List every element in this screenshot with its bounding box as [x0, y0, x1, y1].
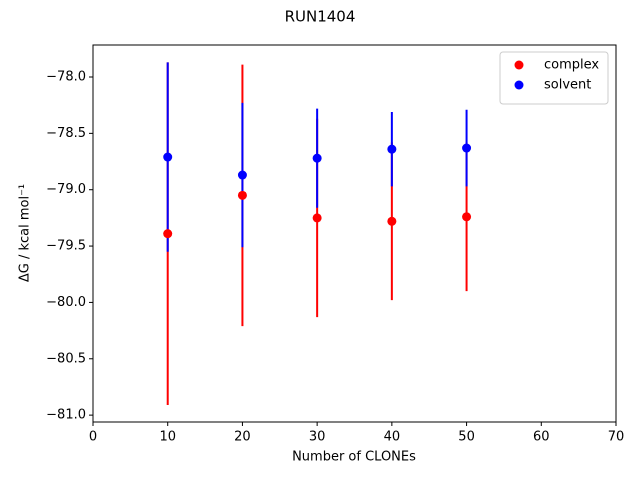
x-axis-label: Number of CLONEs — [292, 450, 416, 465]
x-tick-label: 40 — [384, 430, 401, 445]
chart-title: RUN1404 — [285, 8, 356, 26]
x-tick-label: 0 — [89, 430, 97, 445]
data-point — [237, 190, 247, 200]
x-tick-label: 50 — [458, 430, 475, 445]
y-tick-label: −79.0 — [46, 182, 86, 197]
data-point — [237, 170, 247, 180]
legend-marker — [514, 80, 524, 90]
x-tick-label: 70 — [608, 430, 625, 445]
x-tick-label: 20 — [234, 430, 251, 445]
plot-frame — [92, 44, 617, 423]
data-point — [462, 143, 472, 153]
y-axis-label: ΔG / kcal mol⁻¹ — [18, 184, 33, 282]
legend-frame — [499, 51, 609, 105]
x-tick-label: 10 — [159, 430, 176, 445]
data-point — [312, 213, 322, 223]
data-point — [387, 144, 397, 154]
y-tick-label: −80.0 — [46, 295, 86, 310]
y-tick-label: −78.5 — [46, 126, 86, 141]
legend: complex solvent — [499, 51, 609, 105]
data-point — [163, 229, 173, 239]
legend-label: complex — [544, 58, 599, 73]
legend-label: solvent — [544, 78, 591, 93]
legend-marker — [514, 60, 524, 70]
y-tick-label: −81.0 — [46, 408, 86, 423]
y-tick-label: −78.0 — [46, 70, 86, 85]
y-tick-label: −80.5 — [46, 351, 86, 366]
data-point — [312, 153, 322, 163]
x-tick-label: 60 — [533, 430, 550, 445]
data-point — [163, 152, 173, 162]
data-point — [462, 212, 472, 222]
data-point — [387, 216, 397, 226]
x-tick-label: 30 — [309, 430, 326, 445]
y-tick-label: −79.5 — [46, 239, 86, 254]
